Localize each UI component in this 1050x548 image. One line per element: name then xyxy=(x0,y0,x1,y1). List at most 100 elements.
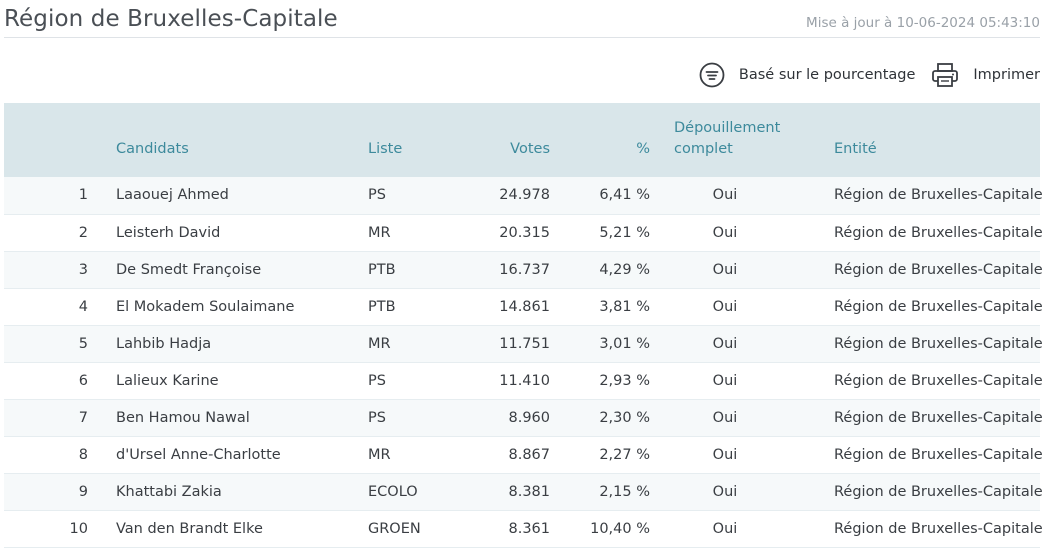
cell-list: ECOLO xyxy=(368,483,418,500)
print-button[interactable]: Imprimer xyxy=(931,62,1040,88)
cell-entity: Région de Bruxelles-Capitale xyxy=(834,409,1043,426)
cell-candidate: De Smedt Françoise xyxy=(116,261,262,278)
sort-lines-icon xyxy=(699,62,725,88)
cell-percent: 2,15 % xyxy=(599,483,650,500)
cell-entity: Région de Bruxelles-Capitale xyxy=(834,520,1043,537)
column-header-percent[interactable]: % xyxy=(636,141,650,157)
cell-entity: Région de Bruxelles-Capitale xyxy=(834,298,1043,315)
cell-entity: Région de Bruxelles-Capitale xyxy=(834,224,1043,241)
cell-rank: 2 xyxy=(78,224,88,241)
cell-percent: 2,30 % xyxy=(599,409,650,426)
printer-icon xyxy=(931,62,959,88)
table-row[interactable]: 4 El Mokadem Soulaimane PTB 14.861 3,81 % Oui… xyxy=(4,288,1043,325)
cell-candidate: Laaouej Ahmed xyxy=(116,187,229,204)
cell-percent: 3,81 % xyxy=(599,298,650,315)
cell-percent: 2,27 % xyxy=(599,446,650,463)
cell-entity: Région de Bruxelles-Capitale xyxy=(834,261,1043,278)
table-row[interactable]: 2 Leisterh David MR 20.315 5,21 % Oui Région d… xyxy=(4,214,1043,251)
cell-votes: 8.361 xyxy=(508,520,550,537)
cell-complete: Oui xyxy=(712,298,738,315)
cell-candidate: Lalieux Karine xyxy=(116,372,219,389)
table-row[interactable]: 9 Khattabi Zakia ECOLO 8.381 2,15 % Oui Région… xyxy=(4,473,1043,510)
cell-entity: Région de Bruxelles-Capitale xyxy=(834,446,1043,463)
table-row[interactable]: 7 Ben Hamou Nawal PS 8.960 2,30 % Oui Région d… xyxy=(4,399,1043,436)
table-row[interactable]: 3 De Smedt Françoise PTB 16.737 4,29 % Oui Rég… xyxy=(4,251,1043,288)
table-header-row: Candidats Liste Votes % Dépouillement co… xyxy=(4,103,1040,177)
percentage-sort-label: Basé sur le pourcentage xyxy=(738,67,916,83)
page-header: Région de Bruxelles-Capitale Mise à jour… xyxy=(4,0,1040,38)
cell-complete: Oui xyxy=(712,446,738,463)
cell-percent: 6,41 % xyxy=(599,187,650,204)
cell-percent: 10,40 % xyxy=(590,520,650,537)
cell-list: PS xyxy=(368,372,386,389)
cell-complete: Oui xyxy=(712,483,738,500)
cell-percent: 4,29 % xyxy=(599,261,650,278)
page-title: Région de Bruxelles-Capitale xyxy=(4,6,338,32)
update-timestamp: Mise à jour à 10-06-2024 05:43:10 xyxy=(806,15,1040,31)
cell-rank: 3 xyxy=(78,261,88,278)
cell-votes: 11.410 xyxy=(499,372,550,389)
table-row[interactable]: 10 Van den Brandt Elke GROEN 8.361 10,40 % Ou… xyxy=(4,510,1043,547)
table-row[interactable]: 1 Laaouej Ahmed PS 24.978 6,41 % Oui Région de… xyxy=(4,177,1043,214)
cell-rank: 4 xyxy=(78,298,88,315)
column-header-list[interactable]: Liste xyxy=(368,141,403,157)
cell-votes: 8.867 xyxy=(508,446,550,463)
cell-rank: 1 xyxy=(78,187,88,204)
cell-rank: 7 xyxy=(78,409,88,426)
results-table: Candidats Liste Votes % Dépouillement co… xyxy=(4,103,1043,548)
cell-votes: 11.751 xyxy=(499,335,550,352)
cell-list: MR xyxy=(368,446,391,463)
cell-rank: 9 xyxy=(78,483,88,500)
cell-entity: Région de Bruxelles-Capitale xyxy=(834,187,1043,204)
cell-list: MR xyxy=(368,224,391,241)
cell-percent: 2,93 % xyxy=(599,372,650,389)
cell-list: PTB xyxy=(368,298,396,315)
cell-rank: 5 xyxy=(78,335,88,352)
cell-rank: 8 xyxy=(78,446,88,463)
cell-percent: 3,01 % xyxy=(599,335,650,352)
cell-complete: Oui xyxy=(712,224,738,241)
toolbar: Basé sur le pourcentage Imprimer xyxy=(699,61,1040,89)
cell-votes: 20.315 xyxy=(499,224,550,241)
cell-complete: Oui xyxy=(712,335,738,352)
cell-list: PS xyxy=(368,187,386,204)
cell-list: PS xyxy=(368,409,386,426)
table-row[interactable]: 6 Lalieux Karine PS 11.410 2,93 % Oui Région d… xyxy=(4,362,1043,399)
cell-votes: 16.737 xyxy=(499,261,550,278)
cell-votes: 14.861 xyxy=(499,298,550,315)
cell-votes: 24.978 xyxy=(499,187,550,204)
column-header-candidates[interactable]: Candidats xyxy=(116,141,189,157)
table-row[interactable]: 5 Lahbib Hadja MR 11.751 3,01 % Oui Région de … xyxy=(4,325,1043,362)
cell-percent: 5,21 % xyxy=(599,224,650,241)
cell-complete: Oui xyxy=(712,409,738,426)
cell-complete: Oui xyxy=(712,372,738,389)
cell-rank: 10 xyxy=(69,520,88,537)
column-header-complete[interactable]: Dépouillement complet xyxy=(674,120,781,157)
cell-complete: Oui xyxy=(712,520,738,537)
cell-complete: Oui xyxy=(712,261,738,278)
cell-entity: Région de Bruxelles-Capitale xyxy=(834,372,1043,389)
percentage-sort-button[interactable]: Basé sur le pourcentage xyxy=(699,62,915,88)
column-header-votes[interactable]: Votes xyxy=(510,141,550,157)
table-body: 1 Laaouej Ahmed PS 24.978 6,41 % Oui Région de… xyxy=(4,177,1043,547)
cell-votes: 8.960 xyxy=(508,409,550,426)
cell-candidate: Khattabi Zakia xyxy=(116,483,222,500)
cell-candidate: El Mokadem Soulaimane xyxy=(116,298,295,315)
cell-rank: 6 xyxy=(78,372,88,389)
cell-entity: Région de Bruxelles-Capitale xyxy=(834,335,1043,352)
cell-candidate: d'Ursel Anne-Charlotte xyxy=(116,446,281,463)
table-row[interactable]: 8 d'Ursel Anne-Charlotte MR 8.867 2,27 % Oui R… xyxy=(4,436,1043,473)
column-header-rank xyxy=(4,103,88,177)
column-header-entity[interactable]: Entité xyxy=(834,141,877,157)
cell-candidate: Van den Brandt Elke xyxy=(116,520,263,537)
cell-list: GROEN xyxy=(368,520,421,537)
print-label: Imprimer xyxy=(973,67,1040,83)
cell-list: MR xyxy=(368,335,391,352)
cell-votes: 8.381 xyxy=(508,483,550,500)
cell-list: PTB xyxy=(368,261,396,278)
cell-complete: Oui xyxy=(712,187,738,204)
cell-candidate: Leisterh David xyxy=(116,224,221,241)
cell-entity: Région de Bruxelles-Capitale xyxy=(834,483,1043,500)
cell-candidate: Lahbib Hadja xyxy=(116,335,212,352)
